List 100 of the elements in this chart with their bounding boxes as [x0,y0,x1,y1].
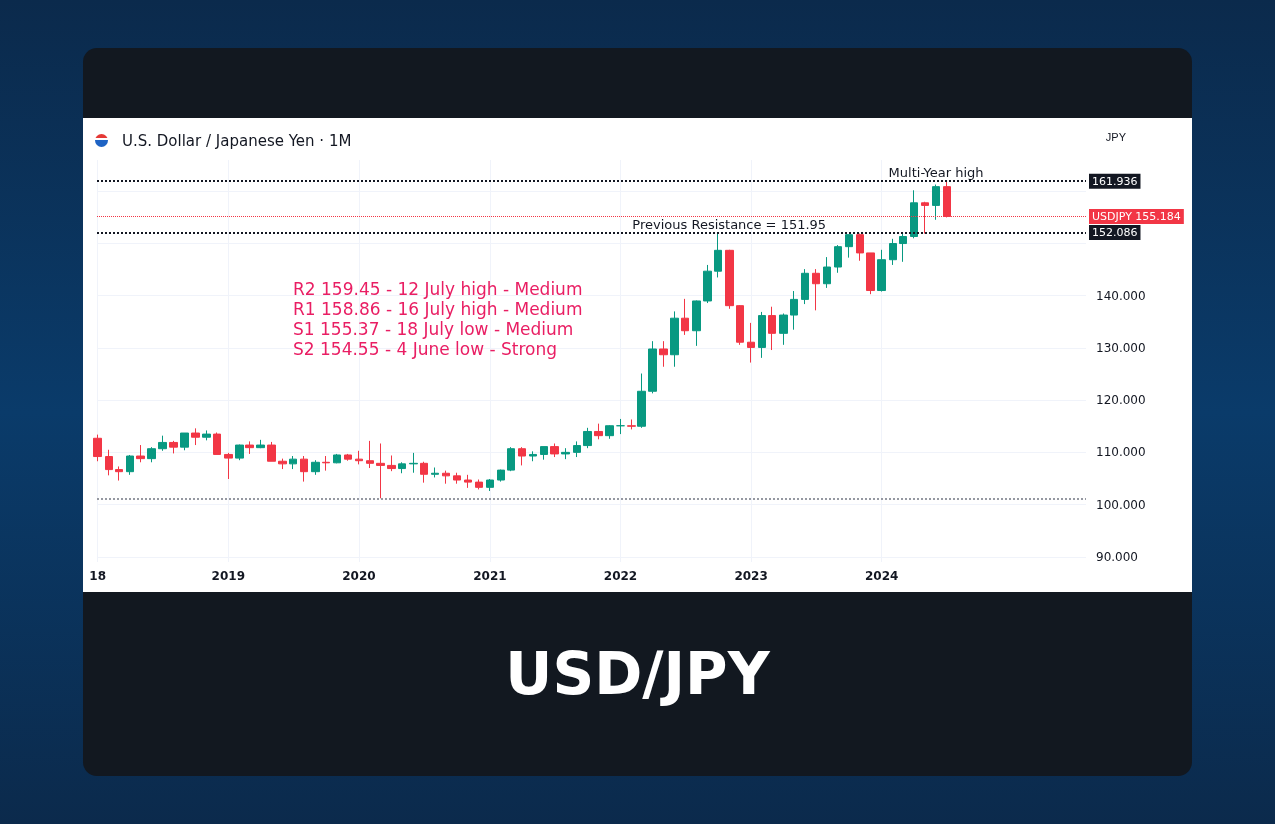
candlestick [703,264,712,304]
y-tick-label: 130.000 [1096,340,1146,355]
candlestick [256,439,265,449]
candlestick [627,418,636,430]
candlestick [158,435,167,452]
x-tick-label: 2019 [211,569,246,583]
annotation: Previous Resistance = 151.95 [632,216,827,232]
candlestick [801,268,809,305]
candlestick [725,249,734,310]
x-tick-label: 2022 [603,569,638,583]
candlestick [594,423,603,440]
ref-line-label: 161.936 [1092,174,1138,188]
candlestick [398,461,406,474]
annotation: Multi-Year high [888,165,984,181]
candlestick [289,455,297,470]
candlestick [300,455,308,483]
annotation: S1 155.37 - 18 July low - Medium [293,318,574,339]
candlestick [475,479,483,490]
y-tick-label: 90.000 [1096,549,1138,564]
candlestick [573,440,581,458]
candlestick [376,442,385,499]
candlestick [910,189,918,239]
candlestick [126,454,134,476]
x-tick-label: 18 [89,569,107,583]
candlestick [529,450,537,462]
candlestick [105,449,113,476]
candlestick [834,244,842,274]
candlestick [540,446,548,461]
ref-line-label: 152.086 [1092,226,1138,240]
candlestick [823,256,831,289]
candlestick [889,238,897,266]
candlestick [213,432,221,455]
y-tick-label: 140.000 [1096,288,1146,303]
candlestick [147,446,156,463]
x-tick-label: 2023 [734,569,768,583]
candlestick [453,472,461,485]
candlestick [670,310,679,368]
candlestick [355,450,363,465]
candlestick [583,427,592,449]
candlestick [387,455,396,472]
candlestick [605,424,614,440]
candlestick [856,233,864,262]
candlestick [648,340,657,394]
y-tick-label: 100.000 [1096,497,1146,512]
candlestick [169,440,178,454]
candlestick [550,442,559,458]
candlestick [899,232,907,263]
candlestick [278,458,287,470]
annotation: R1 158.86 - 16 July high - Medium [293,298,583,319]
candlestick [245,440,254,455]
candlestick [507,446,515,472]
candlestick [779,312,788,346]
candlestick [866,252,875,295]
candlestick [267,441,276,462]
candlestick [790,290,798,331]
ref-line-label: USDJPY 155.184 [1092,209,1181,223]
candlestick [344,453,352,462]
candlestick [845,234,853,259]
candlestick [561,447,570,460]
candlestick [235,444,244,461]
candlestick [681,298,689,336]
candlestick [736,304,744,346]
candlestick [191,427,200,446]
candlestick [333,453,341,464]
candlestick [431,467,439,478]
candlestick [714,232,722,278]
candlestick [692,299,701,347]
candlestick [409,452,418,474]
candlestick [616,418,625,435]
annotation: S2 154.55 - 4 June low - Strong [293,338,558,359]
y-tick-label: 110.000 [1096,445,1146,460]
text: USD/JPY [504,640,771,708]
y-tick-label: 120.000 [1096,393,1146,408]
candlestick [93,434,102,462]
candlestick [659,340,668,368]
candlestick [180,432,189,451]
x-tick-label: 2020 [342,569,376,583]
candlestick [637,373,646,429]
candlestick [366,440,374,469]
candlestick [747,322,755,364]
candlestick [311,459,320,476]
candlestick [932,184,940,221]
chart-title: U.S. Dollar / Japanese Yen · 1M [122,131,352,150]
y-axis-title: JPY [1105,130,1127,143]
candlestick [497,469,505,483]
annotation: R2 159.45 - 12 July high - Medium [293,278,583,299]
candlestick [442,470,450,485]
candlestick [877,249,886,293]
candlestick [518,446,526,466]
candlestick [486,478,494,492]
candlestick [202,429,211,441]
candlestick [115,465,123,482]
candlestick [224,452,233,480]
x-tick-label: 2021 [473,569,507,583]
candlestick [464,474,472,489]
candlestick [812,268,820,311]
candlestick [758,311,766,359]
x-tick-label: 2024 [864,569,899,583]
candlestick [136,444,145,463]
candlestick [420,461,428,484]
